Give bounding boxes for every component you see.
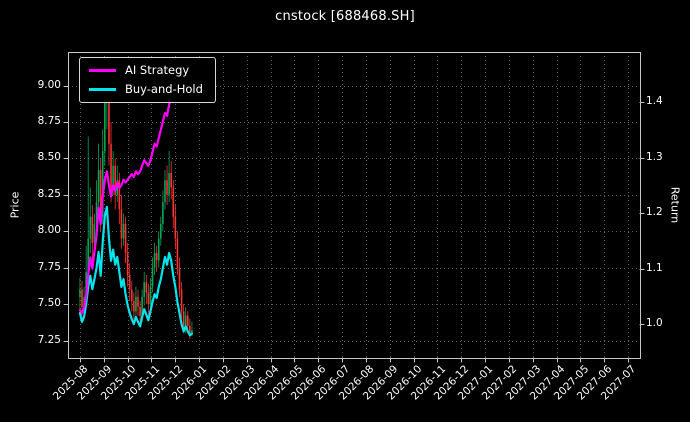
price-tick-label: 8.25 xyxy=(37,187,61,200)
return-tick-label: 1.0 xyxy=(646,317,663,330)
price-tick-label: 7.25 xyxy=(37,333,61,346)
buy-and-hold-line-swatch xyxy=(89,87,116,91)
price-tick-label: 9.00 xyxy=(37,78,61,91)
return-tick-label: 1.4 xyxy=(646,94,663,107)
right-axis-label: Return xyxy=(668,186,682,224)
return-tick-label: 1.3 xyxy=(646,150,663,163)
price-tick-label: 7.50 xyxy=(37,297,61,310)
legend-item-ai-strategy: AI Strategy xyxy=(89,63,203,77)
price-tick-label: 8.50 xyxy=(37,151,61,164)
return-tick-label: 1.2 xyxy=(646,206,663,219)
return-tick-label: 1.1 xyxy=(646,261,663,274)
legend-item-buy-and-hold: Buy-and-Hold xyxy=(89,81,203,96)
legend: AI Strategy Buy-and-Hold xyxy=(79,57,216,103)
price-tick-label: 7.75 xyxy=(37,260,61,273)
legend-label-ai-strategy: AI Strategy xyxy=(125,63,190,77)
price-tick-label: 8.75 xyxy=(37,114,61,127)
legend-label-buy-and-hold: Buy-and-Hold xyxy=(125,81,203,96)
price-tick-label: 8.00 xyxy=(37,224,61,237)
ai-strategy-line-swatch xyxy=(89,69,116,73)
